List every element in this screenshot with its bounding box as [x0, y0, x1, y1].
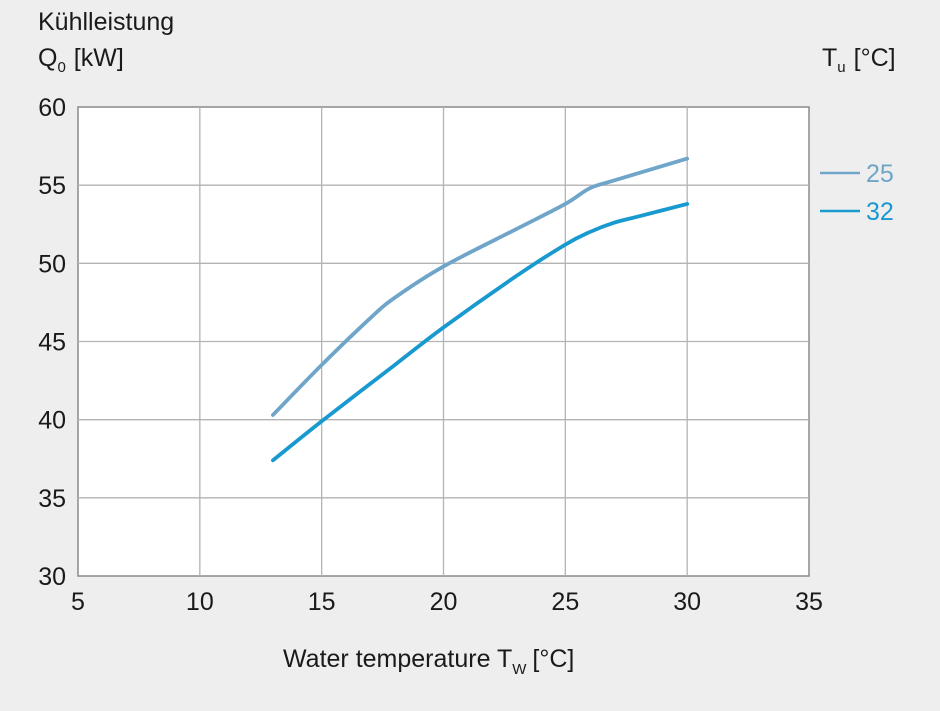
x-tick-label: 35 [795, 588, 823, 616]
x-tick-label: 15 [308, 588, 336, 616]
y-tick-label: 55 [38, 172, 66, 200]
x-axis-ticks: 5 10 15 20 25 30 35 [71, 588, 823, 616]
x-tick-label: 10 [186, 588, 214, 616]
x-tick-label: 20 [430, 588, 458, 616]
legend-label-32: 32 [866, 198, 894, 226]
legend-label-25: 25 [866, 160, 894, 188]
y-tick-label: 60 [38, 94, 66, 122]
y-tick-label: 50 [38, 250, 66, 278]
x-tick-label: 5 [71, 588, 85, 616]
y-axis-ticks: 30 35 40 45 50 55 60 [38, 94, 66, 591]
x-tick-label: 25 [551, 588, 579, 616]
y-tick-label: 40 [38, 407, 66, 435]
series-line-25 [271, 156, 690, 417]
legend-title: Tu [°C] [822, 44, 896, 76]
series-lines [271, 156, 690, 463]
y-tick-label: 35 [38, 485, 66, 513]
y-tick-label: 45 [38, 329, 66, 357]
grid [78, 107, 809, 576]
y-axis-title-line2: Q0 [kW] [38, 44, 124, 76]
y-axis-title-line1: Kühlleistung [38, 8, 174, 36]
y-tick-label: 30 [38, 563, 66, 591]
x-axis-title: Water temperature TW [°C] [283, 645, 574, 678]
series-line-32 [271, 202, 690, 463]
x-tick-label: 30 [673, 588, 701, 616]
